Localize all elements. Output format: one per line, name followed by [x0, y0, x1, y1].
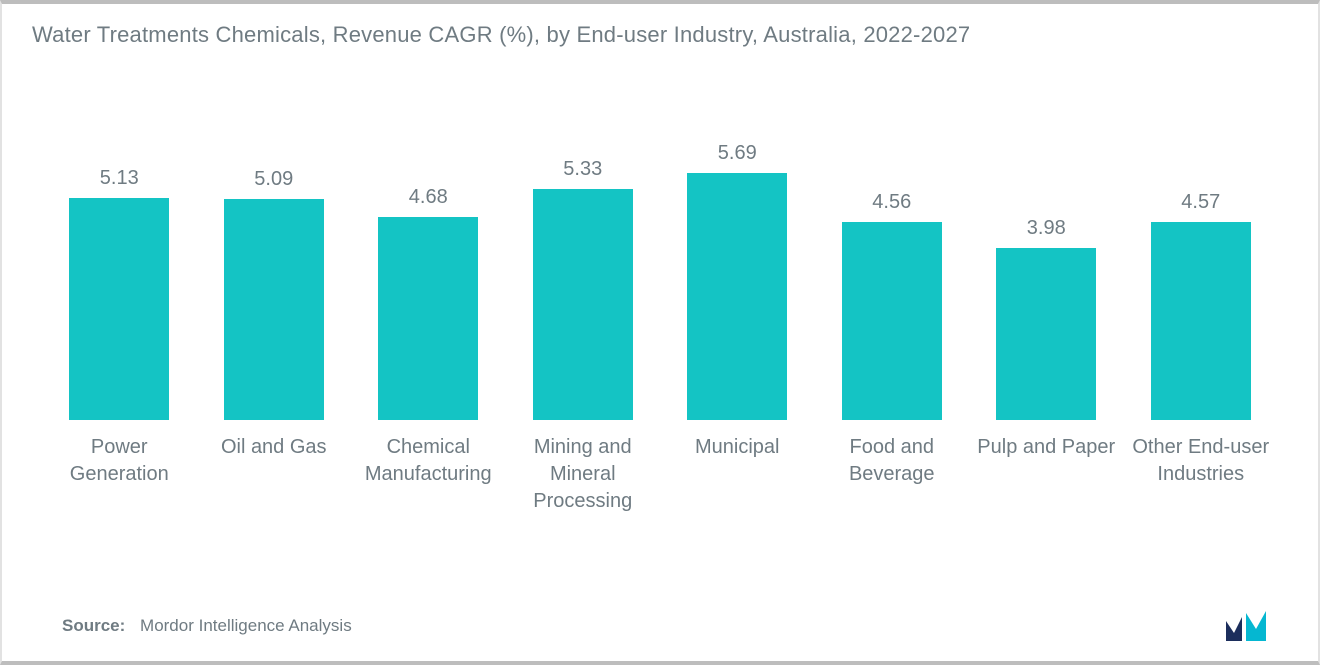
- bar-group: 4.56 Food and Beverage: [817, 191, 967, 518]
- bar-group: 5.33 Mining and Mineral Processing: [508, 158, 658, 518]
- bar-group: 4.68 Chemical Manufacturing: [353, 186, 503, 518]
- bar: [996, 248, 1096, 420]
- source-label: Source:: [62, 616, 125, 635]
- bar-label: Other End-user Industries: [1126, 434, 1276, 518]
- brand-logo-icon: [1226, 611, 1278, 641]
- bar-value: 5.69: [718, 142, 757, 165]
- bar-value: 5.09: [254, 168, 293, 191]
- footer: Source: Mordor Intelligence Analysis: [62, 611, 1278, 641]
- bar: [224, 199, 324, 420]
- logo-part-1: [1226, 617, 1242, 641]
- bar-group: 5.09 Oil and Gas: [199, 168, 349, 518]
- bar-group: 5.69 Municipal: [662, 142, 812, 518]
- logo-part-2: [1246, 611, 1266, 641]
- bar: [378, 217, 478, 420]
- bar-label: Power Generation: [44, 434, 194, 518]
- bar-group: 3.98 Pulp and Paper: [971, 217, 1121, 518]
- chart-title: Water Treatments Chemicals, Revenue CAGR…: [32, 22, 1288, 48]
- bar-label: Food and Beverage: [817, 434, 967, 518]
- bar: [842, 222, 942, 420]
- chart-area: 5.13 Power Generation 5.09 Oil and Gas 4.68 C…: [32, 58, 1288, 518]
- bar-value: 4.56: [872, 191, 911, 214]
- bar: [687, 173, 787, 420]
- bar-value: 5.13: [100, 167, 139, 190]
- bar-label: Municipal: [693, 434, 781, 518]
- bar-value: 5.33: [563, 158, 602, 181]
- source-text: Mordor Intelligence Analysis: [140, 616, 352, 635]
- bar: [1151, 222, 1251, 420]
- bar-value: 4.57: [1181, 191, 1220, 214]
- bar: [69, 198, 169, 420]
- bar-label: Mining and Mineral Processing: [508, 434, 658, 518]
- bar-label: Oil and Gas: [219, 434, 329, 518]
- bar-value: 3.98: [1027, 217, 1066, 240]
- bar: [533, 189, 633, 420]
- bar-value: 4.68: [409, 186, 448, 209]
- bar-group: 4.57 Other End-user Industries: [1126, 191, 1276, 518]
- bar-label: Pulp and Paper: [975, 434, 1117, 518]
- bar-label: Chemical Manufacturing: [353, 434, 503, 518]
- source-line: Source: Mordor Intelligence Analysis: [62, 616, 352, 636]
- bar-group: 5.13 Power Generation: [44, 167, 194, 518]
